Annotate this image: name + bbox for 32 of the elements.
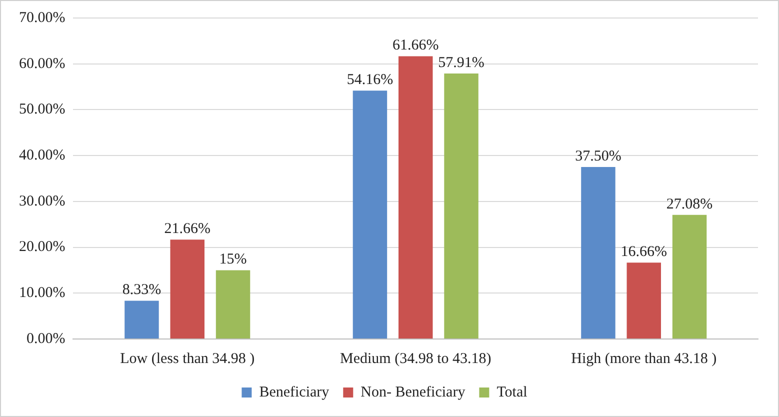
y-tick-label: 70.00%	[18, 10, 66, 26]
data-label: 21.66%	[164, 221, 210, 238]
bar	[124, 300, 159, 338]
data-label: 37.50%	[575, 148, 622, 164]
x-tick-label: Medium (34.98 to 43.18)	[340, 350, 492, 367]
data-label: 15%	[219, 252, 247, 268]
bar	[170, 240, 204, 338]
y-tick-label: 40.00%	[18, 148, 66, 164]
bar	[216, 270, 250, 338]
legend-label: Non- Beneficiary	[360, 384, 466, 400]
legend-label: Total	[496, 384, 528, 400]
bar	[626, 262, 661, 338]
data-label: 16.66%	[620, 244, 667, 260]
y-tick-label: 20.00%	[18, 239, 66, 256]
data-label: 57.91%	[438, 54, 484, 71]
bar	[352, 90, 388, 338]
bar	[672, 214, 707, 338]
y-tick-label: 30.00%	[18, 193, 66, 210]
y-tick-label: 60.00%	[18, 56, 66, 72]
legend-label: Beneficiary	[259, 384, 330, 400]
y-tick-label: 0.00%	[26, 330, 66, 347]
y-tick-label: 50.00%	[18, 102, 66, 118]
data-label: 27.08%	[666, 196, 713, 212]
bar	[398, 56, 433, 338]
x-tick-label: Low (less than 34.98 )	[120, 350, 255, 367]
bar	[444, 73, 478, 338]
x-tick-label: High (more than 43.18 )	[571, 350, 717, 367]
data-label: 54.16%	[346, 72, 394, 88]
bar	[581, 167, 616, 338]
data-label: 61.66%	[392, 38, 439, 54]
y-tick-label: 10.00%	[18, 285, 66, 302]
data-label: 8.33%	[122, 282, 162, 298]
